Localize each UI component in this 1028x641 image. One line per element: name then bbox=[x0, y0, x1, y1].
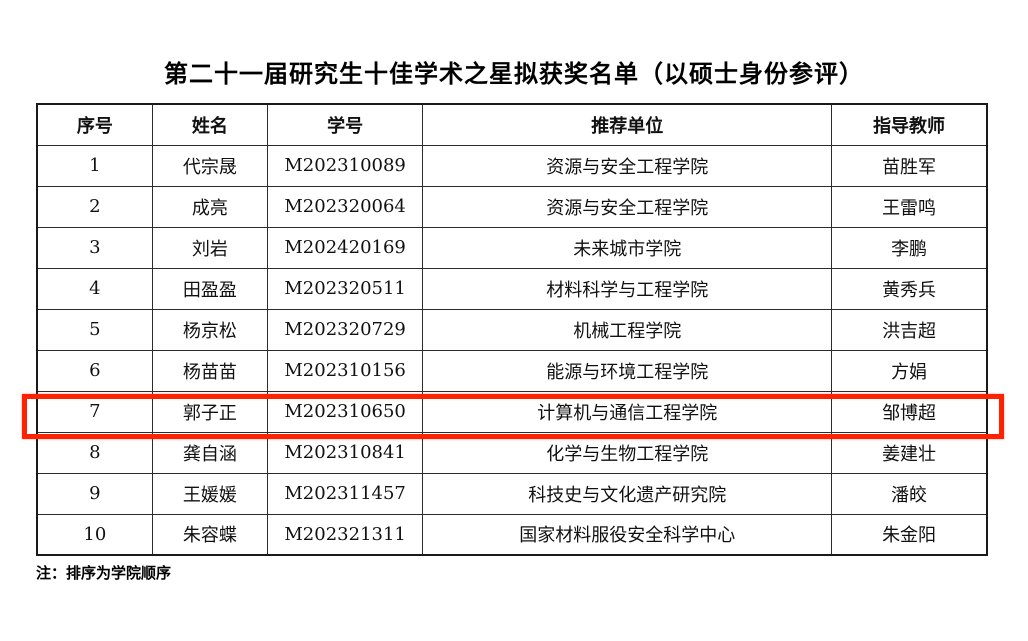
cell-name: 朱容蝶 bbox=[151, 513, 268, 556]
footnote: 注：排序为学院顺序 bbox=[36, 564, 172, 582]
award-table: 序号 姓名 学号 推荐单位 指导教师 1 代宗晟 M202310089 资源与安全工程… bbox=[36, 103, 988, 556]
table-row: 1 代宗晟 M202310089 资源与安全工程学院 苗胜军 bbox=[36, 144, 988, 187]
cell-seq: 9 bbox=[36, 472, 153, 515]
table-row: 3 刘岩 M202420169 未来城市学院 李鹏 bbox=[36, 226, 988, 269]
cell-unit: 未来城市学院 bbox=[422, 226, 833, 269]
cell-id: M202320064 bbox=[266, 185, 424, 228]
cell-tutor: 黄秀兵 bbox=[831, 267, 988, 310]
table-header-row: 序号 姓名 学号 推荐单位 指导教师 bbox=[36, 103, 988, 146]
table-row: 6 杨苗苗 M202310156 能源与环境工程学院 方娟 bbox=[36, 349, 988, 392]
table-row: 10 朱容蝶 M202321311 国家材料服役安全科学中心 朱金阳 bbox=[36, 513, 988, 556]
cell-seq: 7 bbox=[36, 390, 153, 433]
cell-seq: 5 bbox=[36, 308, 153, 351]
table-row: 8 龚自涵 M202310841 化学与生物工程学院 姜建壮 bbox=[36, 431, 988, 474]
header-seq: 序号 bbox=[36, 103, 153, 146]
header-tutor: 指导教师 bbox=[831, 103, 988, 146]
cell-tutor: 潘皎 bbox=[831, 472, 988, 515]
header-unit: 推荐单位 bbox=[422, 103, 833, 146]
cell-name: 代宗晟 bbox=[151, 144, 268, 187]
document-title: 第二十一届研究生十佳学术之星拟获奖名单（以硕士身份参评） bbox=[164, 59, 864, 88]
cell-seq: 6 bbox=[36, 349, 153, 392]
cell-seq: 4 bbox=[36, 267, 153, 310]
cell-id: M202320729 bbox=[266, 308, 424, 351]
cell-tutor: 姜建壮 bbox=[831, 431, 988, 474]
cell-unit: 国家材料服役安全科学中心 bbox=[422, 513, 833, 556]
table-row: 5 杨京松 M202320729 机械工程学院 洪吉超 bbox=[36, 308, 988, 351]
cell-seq: 3 bbox=[36, 226, 153, 269]
cell-tutor: 苗胜军 bbox=[831, 144, 988, 187]
cell-seq: 2 bbox=[36, 185, 153, 228]
cell-id: M202320511 bbox=[266, 267, 424, 310]
cell-id: M202310650 bbox=[266, 390, 424, 433]
cell-tutor: 方娟 bbox=[831, 349, 988, 392]
table-row: 2 成亮 M202320064 资源与安全工程学院 王雷鸣 bbox=[36, 185, 988, 228]
cell-id: M202310841 bbox=[266, 431, 424, 474]
cell-name: 龚自涵 bbox=[151, 431, 268, 474]
cell-id: M202310156 bbox=[266, 349, 424, 392]
cell-tutor: 邹博超 bbox=[831, 390, 988, 433]
cell-seq: 10 bbox=[36, 513, 153, 556]
cell-id: M202321311 bbox=[266, 513, 424, 556]
cell-tutor: 洪吉超 bbox=[831, 308, 988, 351]
cell-name: 杨京松 bbox=[151, 308, 268, 351]
cell-seq: 1 bbox=[36, 144, 153, 187]
cell-unit: 化学与生物工程学院 bbox=[422, 431, 833, 474]
cell-unit: 机械工程学院 bbox=[422, 308, 833, 351]
table-row: 4 田盈盈 M202320511 材料科学与工程学院 黄秀兵 bbox=[36, 267, 988, 310]
cell-name: 成亮 bbox=[151, 185, 268, 228]
table-row: 9 王媛媛 M202311457 科技史与文化遗产研究院 潘皎 bbox=[36, 472, 988, 515]
cell-unit: 资源与安全工程学院 bbox=[422, 144, 833, 187]
header-id: 学号 bbox=[266, 103, 424, 146]
cell-name: 郭子正 bbox=[151, 390, 268, 433]
cell-name: 田盈盈 bbox=[151, 267, 268, 310]
cell-unit: 材料科学与工程学院 bbox=[422, 267, 833, 310]
table-row-highlighted: 7 郭子正 M202310650 计算机与通信工程学院 邹博超 bbox=[36, 390, 988, 433]
cell-id: M202420169 bbox=[266, 226, 424, 269]
cell-id: M202310089 bbox=[266, 144, 424, 187]
cell-seq: 8 bbox=[36, 431, 153, 474]
cell-tutor: 李鹏 bbox=[831, 226, 988, 269]
cell-unit: 能源与环境工程学院 bbox=[422, 349, 833, 392]
cell-unit: 计算机与通信工程学院 bbox=[422, 390, 833, 433]
cell-name: 刘岩 bbox=[151, 226, 268, 269]
cell-tutor: 王雷鸣 bbox=[831, 185, 988, 228]
cell-unit: 资源与安全工程学院 bbox=[422, 185, 833, 228]
cell-name: 杨苗苗 bbox=[151, 349, 268, 392]
cell-id: M202311457 bbox=[266, 472, 424, 515]
header-name: 姓名 bbox=[151, 103, 268, 146]
cell-unit: 科技史与文化遗产研究院 bbox=[422, 472, 833, 515]
cell-tutor: 朱金阳 bbox=[831, 513, 988, 556]
cell-name: 王媛媛 bbox=[151, 472, 268, 515]
